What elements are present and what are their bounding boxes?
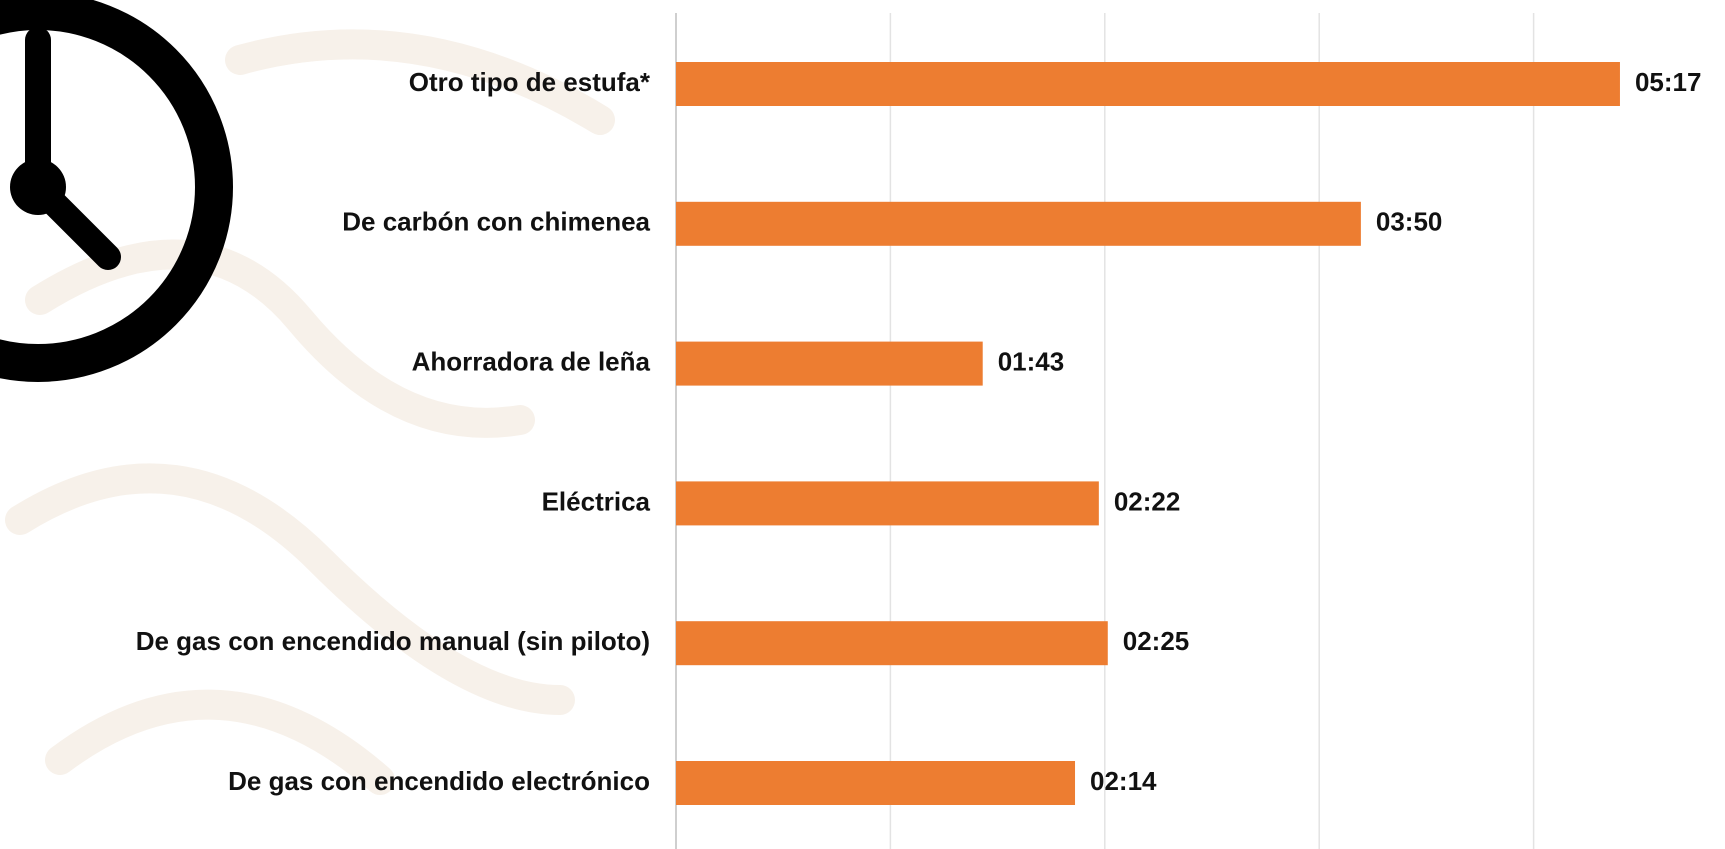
bar bbox=[676, 62, 1620, 106]
background-pattern bbox=[5, 29, 615, 795]
bar bbox=[676, 481, 1099, 526]
data-label: 05:17 bbox=[1635, 67, 1702, 97]
bar bbox=[676, 761, 1076, 805]
bar bbox=[676, 201, 1361, 246]
data-label: 02:14 bbox=[1090, 766, 1157, 796]
bar bbox=[676, 621, 1108, 666]
y-tick-label: De carbón con chimenea bbox=[342, 207, 650, 237]
data-label: 02:25 bbox=[1123, 626, 1190, 656]
data-label: 01:43 bbox=[998, 346, 1065, 376]
y-tick-label: De gas con encendido manual (sin piloto) bbox=[136, 626, 650, 656]
data-label: 02:22 bbox=[1114, 486, 1181, 516]
y-tick-label: Otro tipo de estufa* bbox=[409, 67, 651, 97]
bar bbox=[676, 341, 983, 386]
y-tick-label: Ahorradora de leña bbox=[412, 346, 651, 376]
data-label: 03:50 bbox=[1376, 207, 1443, 237]
y-tick-label: De gas con encendido electrónico bbox=[228, 766, 650, 796]
clock-icon bbox=[0, 0, 233, 382]
y-tick-label: Eléctrica bbox=[542, 486, 651, 516]
